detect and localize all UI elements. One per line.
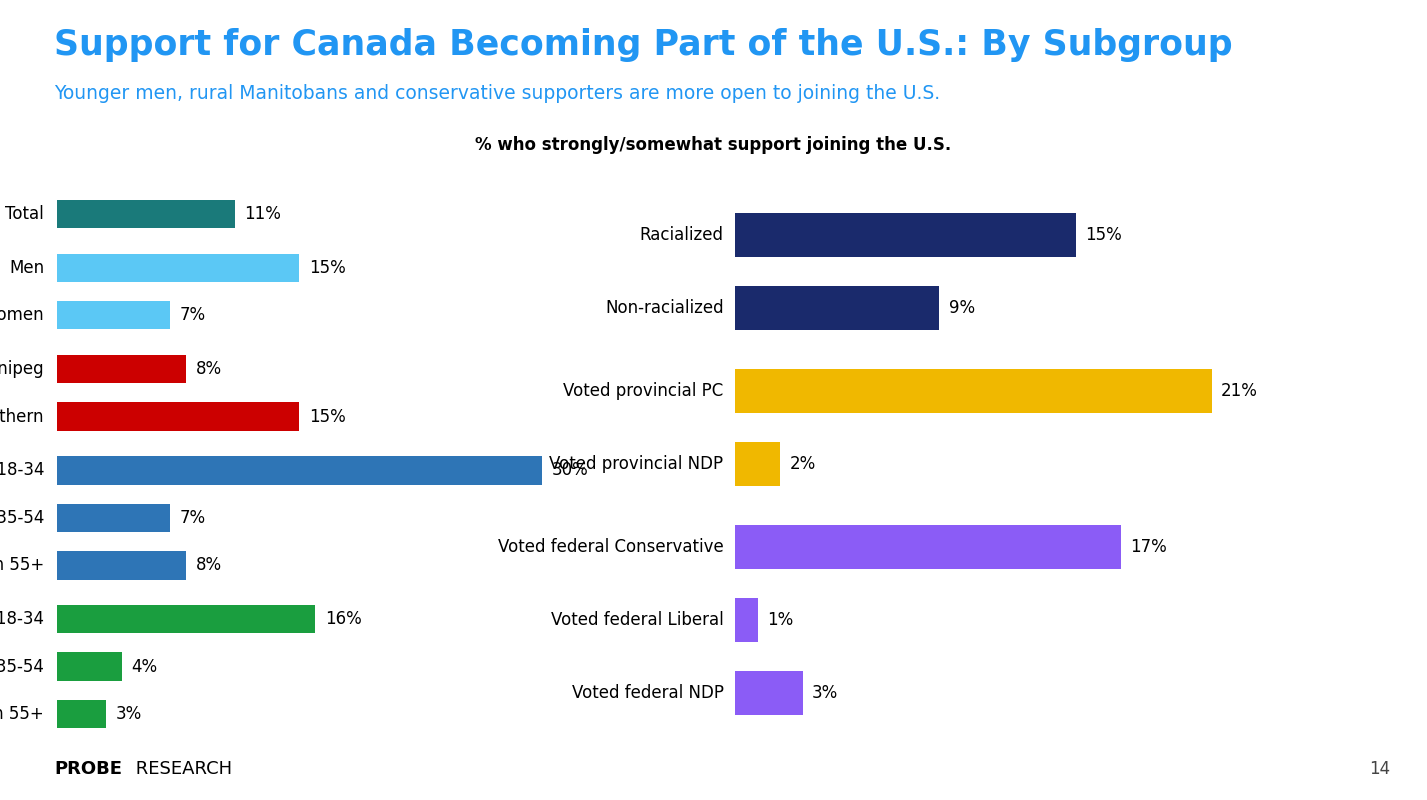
- Text: 4%: 4%: [131, 658, 157, 675]
- Text: RESEARCH: RESEARCH: [130, 760, 233, 778]
- Bar: [57, 456, 541, 485]
- Text: Total: Total: [6, 205, 44, 223]
- Text: 1%: 1%: [766, 611, 793, 630]
- Bar: [735, 671, 803, 715]
- Text: Voted provincial NDP: Voted provincial NDP: [549, 455, 723, 473]
- Bar: [57, 402, 300, 430]
- Text: Support for Canada Becoming Part of the U.S.: By Subgroup: Support for Canada Becoming Part of the …: [54, 28, 1233, 62]
- Text: Voted provincial PC: Voted provincial PC: [564, 382, 723, 400]
- Text: % who strongly/somewhat support joining the U.S.: % who strongly/somewhat support joining …: [475, 136, 952, 154]
- Text: Men 35-54: Men 35-54: [0, 509, 44, 527]
- Bar: [57, 605, 315, 634]
- Bar: [57, 200, 234, 228]
- Text: Non-racialized: Non-racialized: [605, 298, 723, 317]
- Text: PROBE: PROBE: [54, 760, 123, 778]
- Text: 8%: 8%: [195, 556, 223, 574]
- Text: Voted federal Liberal: Voted federal Liberal: [551, 611, 723, 630]
- Text: 3%: 3%: [116, 705, 141, 723]
- Text: Women 35-54: Women 35-54: [0, 658, 44, 675]
- Text: Men 18-34: Men 18-34: [0, 462, 44, 479]
- Text: Racialized: Racialized: [639, 226, 723, 243]
- Text: Voted federal NDP: Voted federal NDP: [572, 685, 723, 702]
- Bar: [57, 652, 121, 681]
- Text: Women 18-34: Women 18-34: [0, 610, 44, 628]
- Text: 9%: 9%: [949, 298, 975, 317]
- Text: 8%: 8%: [195, 360, 223, 378]
- Text: 7%: 7%: [180, 509, 205, 527]
- Bar: [735, 213, 1076, 257]
- Bar: [735, 442, 781, 486]
- Bar: [735, 525, 1122, 569]
- Text: 21%: 21%: [1222, 382, 1259, 400]
- Text: 30%: 30%: [551, 462, 588, 479]
- Text: 14: 14: [1368, 760, 1390, 778]
- Text: 15%: 15%: [310, 258, 345, 277]
- Text: Men: Men: [9, 258, 44, 277]
- Text: Women 55+: Women 55+: [0, 705, 44, 723]
- Bar: [735, 369, 1212, 413]
- Text: 7%: 7%: [180, 306, 205, 324]
- Text: 15%: 15%: [310, 407, 345, 426]
- Bar: [57, 254, 300, 282]
- Bar: [57, 355, 187, 383]
- Text: Winnipeg: Winnipeg: [0, 360, 44, 378]
- Text: Voted federal Conservative: Voted federal Conservative: [498, 538, 723, 556]
- Text: Younger men, rural Manitobans and conservative supporters are more open to joini: Younger men, rural Manitobans and conser…: [54, 84, 940, 103]
- Bar: [735, 286, 939, 330]
- Bar: [57, 551, 187, 579]
- Bar: [57, 503, 170, 532]
- Text: 16%: 16%: [325, 610, 362, 628]
- Text: 3%: 3%: [812, 685, 839, 702]
- Text: Rural/northern: Rural/northern: [0, 407, 44, 426]
- Text: 11%: 11%: [244, 205, 281, 223]
- Text: 2%: 2%: [789, 455, 816, 473]
- Text: 15%: 15%: [1085, 226, 1122, 243]
- Bar: [57, 700, 106, 728]
- Text: 17%: 17%: [1130, 538, 1167, 556]
- Bar: [735, 598, 758, 642]
- Bar: [57, 301, 170, 330]
- Text: Men 55+: Men 55+: [0, 556, 44, 574]
- Text: Women: Women: [0, 306, 44, 324]
